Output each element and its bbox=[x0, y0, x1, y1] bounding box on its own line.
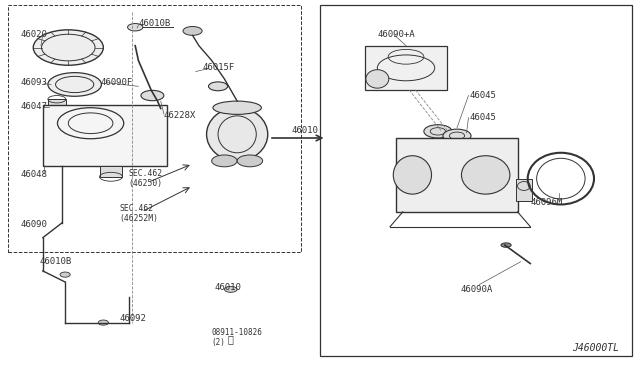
Ellipse shape bbox=[394, 156, 431, 194]
Ellipse shape bbox=[99, 320, 108, 325]
Text: 46015F: 46015F bbox=[202, 63, 234, 72]
Text: 46045: 46045 bbox=[470, 113, 497, 122]
Ellipse shape bbox=[424, 125, 452, 138]
Text: 46047: 46047 bbox=[20, 102, 47, 111]
Text: 46048: 46048 bbox=[20, 170, 47, 179]
Text: Ⓝ: Ⓝ bbox=[228, 334, 234, 344]
Bar bbox=[320, 5, 632, 356]
Text: 46092: 46092 bbox=[119, 314, 146, 323]
Ellipse shape bbox=[212, 155, 237, 167]
Text: J46000TL: J46000TL bbox=[573, 343, 620, 353]
Text: 46090: 46090 bbox=[20, 220, 47, 229]
Ellipse shape bbox=[141, 90, 164, 101]
Text: 46090F: 46090F bbox=[100, 78, 132, 87]
Text: 46090+A: 46090+A bbox=[378, 30, 415, 39]
Ellipse shape bbox=[60, 272, 70, 277]
Text: 46010B: 46010B bbox=[138, 19, 171, 28]
Text: 46228X: 46228X bbox=[164, 111, 196, 121]
Ellipse shape bbox=[461, 156, 510, 194]
Bar bbox=[396, 138, 518, 212]
Ellipse shape bbox=[207, 108, 268, 161]
Ellipse shape bbox=[443, 129, 471, 142]
Text: SEC.462
(46250): SEC.462 (46250) bbox=[129, 169, 163, 188]
Ellipse shape bbox=[48, 73, 101, 96]
Ellipse shape bbox=[33, 30, 103, 65]
Bar bbox=[100, 166, 122, 177]
Ellipse shape bbox=[501, 243, 511, 247]
Ellipse shape bbox=[225, 286, 237, 292]
Bar bbox=[43, 105, 167, 166]
Bar bbox=[48, 99, 66, 110]
Ellipse shape bbox=[183, 26, 202, 35]
Text: 46093: 46093 bbox=[20, 78, 47, 87]
Text: SEC.462
(46252M): SEC.462 (46252M) bbox=[119, 204, 158, 224]
Text: 46096M: 46096M bbox=[531, 198, 563, 207]
Text: 46010: 46010 bbox=[215, 283, 242, 292]
Bar bbox=[516, 179, 532, 201]
Text: 46045: 46045 bbox=[470, 91, 497, 100]
Text: 46090A: 46090A bbox=[460, 285, 492, 294]
Ellipse shape bbox=[127, 23, 143, 31]
Ellipse shape bbox=[237, 155, 262, 167]
Text: 46010B: 46010B bbox=[40, 257, 72, 266]
Text: 08911-10826
(2): 08911-10826 (2) bbox=[212, 328, 262, 347]
Text: 46020: 46020 bbox=[20, 30, 47, 39]
Ellipse shape bbox=[366, 70, 389, 88]
Text: 46010: 46010 bbox=[291, 126, 318, 135]
Ellipse shape bbox=[209, 82, 228, 91]
Bar bbox=[8, 5, 301, 253]
Ellipse shape bbox=[213, 101, 261, 114]
Bar bbox=[365, 46, 447, 90]
